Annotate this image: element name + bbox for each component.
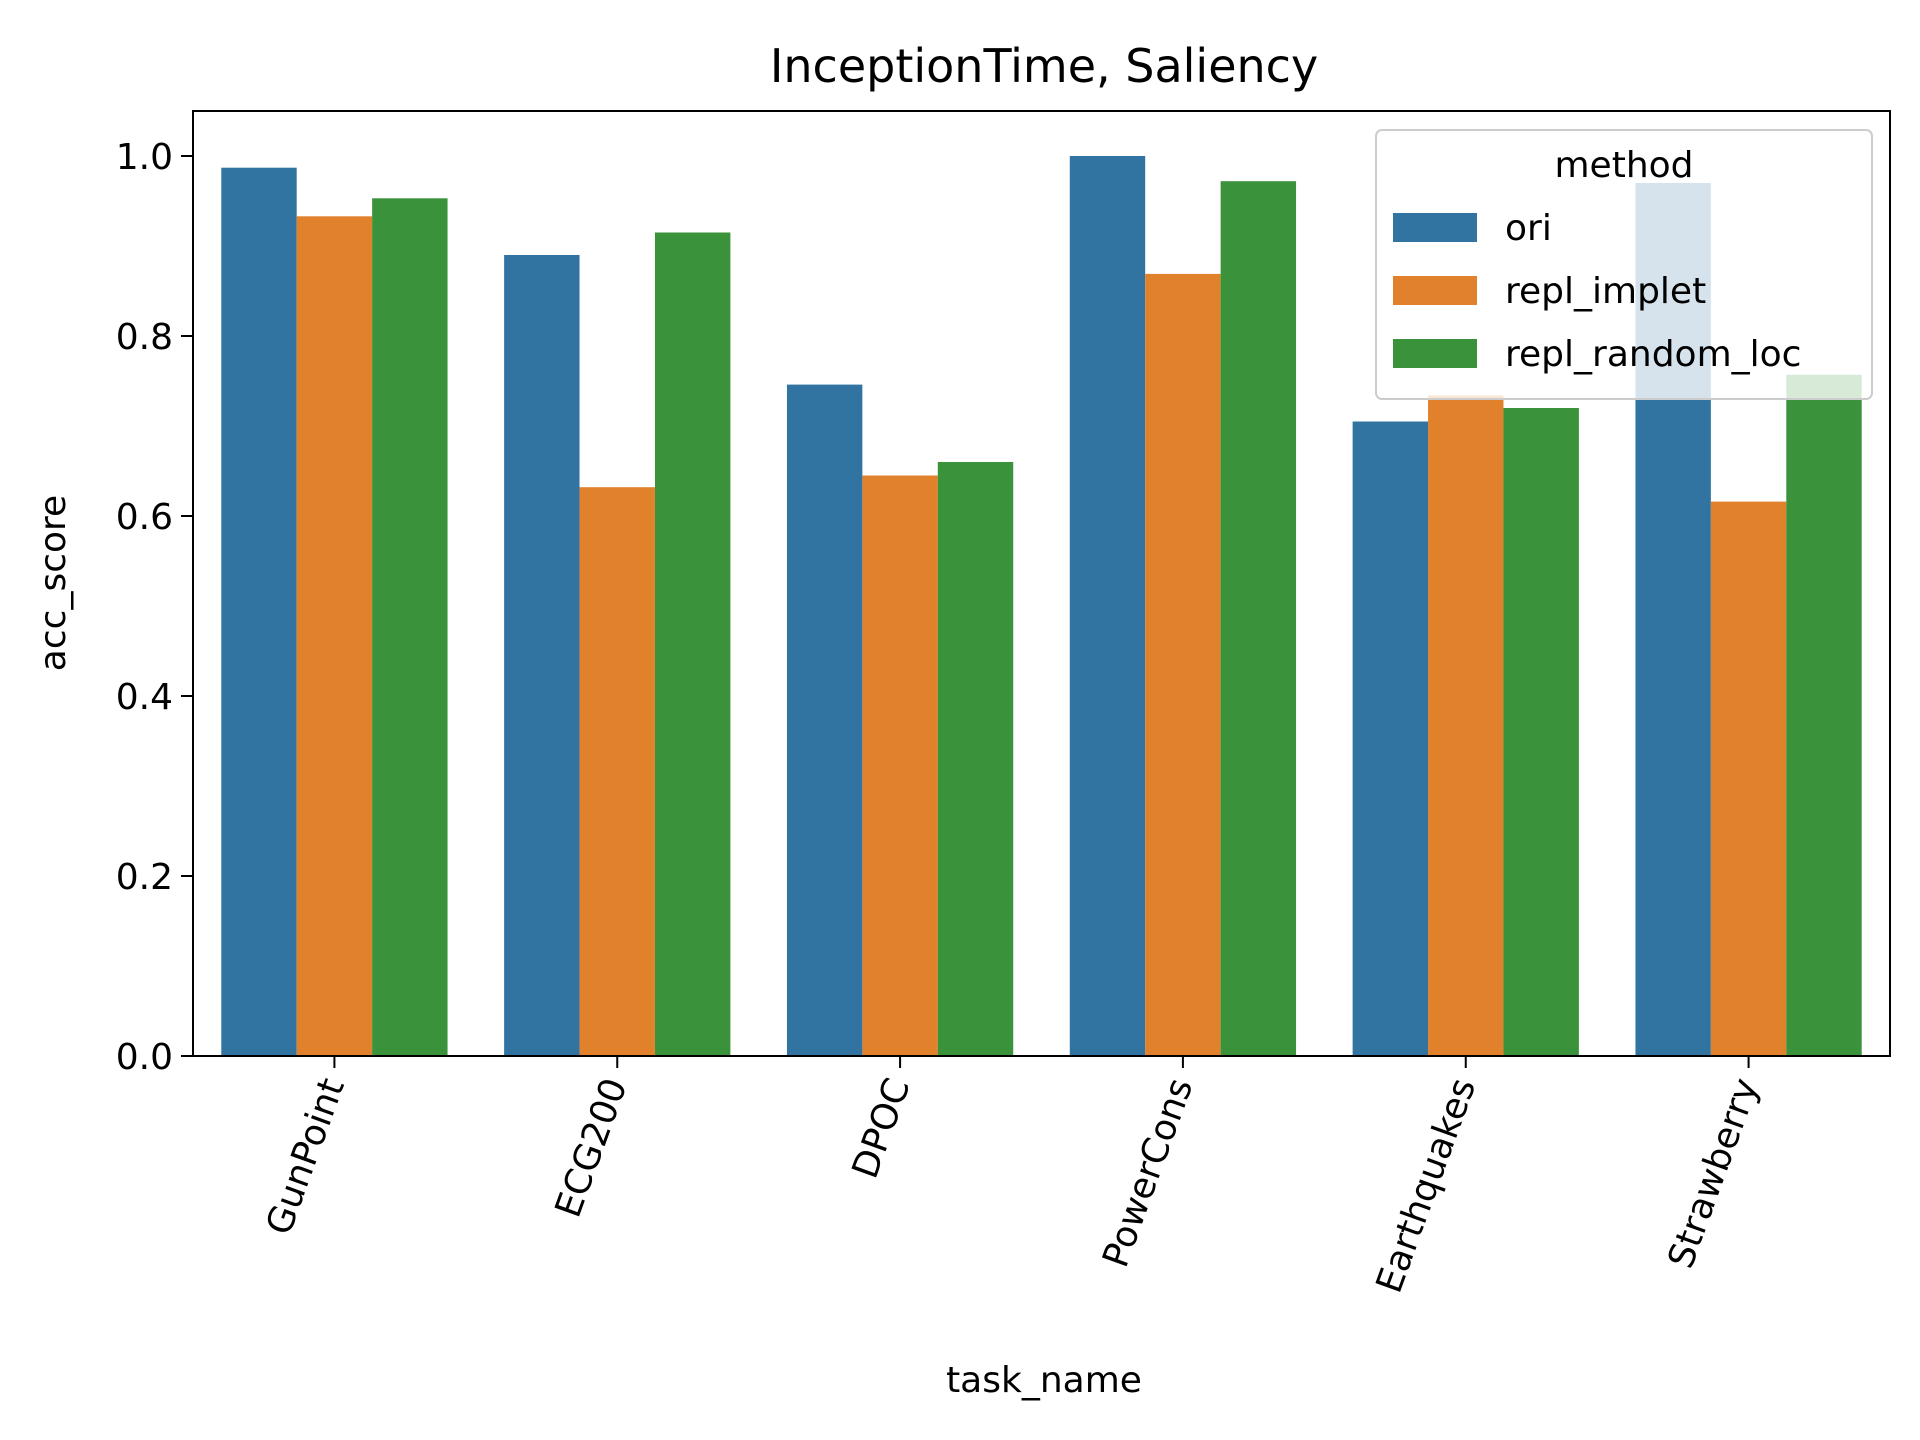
bar-ori-GunPoint [221, 167, 297, 1056]
legend-swatch-ori [1393, 213, 1477, 242]
bar-repl_random_loc-Strawberry [1786, 374, 1862, 1056]
legend-items: ori repl_implet repl_random_loc [1393, 208, 1801, 375]
bar-repl_random_loc-GunPoint [372, 198, 448, 1057]
bar-ori-ECG200 [504, 255, 580, 1056]
plot-frame [192, 110, 1891, 1057]
y-tick-label: 0.8 [116, 317, 173, 358]
legend-label-ori: ori [1505, 208, 1552, 249]
x-tick-label: GunPoint [259, 1073, 353, 1240]
legend-box [1375, 129, 1873, 400]
bar-repl_implet-Strawberry [1710, 501, 1787, 1057]
bar-repl_random_loc-Earthquakes [1503, 408, 1579, 1056]
y-axis-ticks: 0.0 0.2 0.4 0.6 0.8 1.0 [116, 137, 193, 1078]
legend-title: method [1554, 145, 1693, 186]
y-tick-label: 0.0 [116, 1037, 173, 1078]
bar-ori-PowerCons [1069, 156, 1146, 1056]
x-tick-label: PowerCons [1095, 1073, 1201, 1273]
y-tick-label: 0.4 [116, 677, 173, 718]
bar-ori-Earthquakes [1352, 421, 1429, 1056]
bars-group [221, 156, 1862, 1057]
y-axis-label: acc_score [33, 495, 74, 671]
x-axis-label: task_name [946, 1360, 1142, 1401]
bar-repl_random_loc-ECG200 [654, 232, 731, 1056]
y-tick-label: 0.2 [116, 857, 173, 898]
y-tick-label: 1.0 [116, 137, 173, 178]
bar-repl_random_loc-PowerCons [1220, 181, 1297, 1056]
bar-repl_implet-Earthquakes [1428, 395, 1504, 1056]
legend-swatch-repl_random_loc [1393, 339, 1477, 368]
x-axis-ticks: GunPoint ECG200 DPOC PowerCons Earthquakes St… [259, 1056, 1767, 1298]
x-tick-label: DPOC [845, 1073, 919, 1184]
legend-swatch-repl_implet [1393, 276, 1477, 305]
y-tick-label: 0.6 [116, 497, 173, 538]
x-tick-label: Strawberry [1661, 1073, 1767, 1274]
legend-label-repl_implet: repl_implet [1505, 271, 1706, 312]
bar-ori-DPOC [786, 384, 863, 1057]
x-tick-label: Earthquakes [1369, 1073, 1484, 1298]
bar-repl_implet-DPOC [862, 475, 938, 1056]
bar-repl_implet-GunPoint [296, 216, 373, 1057]
legend: method ori repl_implet repl_random_loc [1375, 129, 1873, 400]
bar-repl_random_loc-DPOC [937, 462, 1014, 1056]
chart-title: InceptionTime, Saliency [770, 39, 1318, 93]
bar-repl_implet-PowerCons [1145, 273, 1221, 1056]
legend-label-repl_random_loc: repl_random_loc [1505, 334, 1801, 375]
bar-repl_implet-ECG200 [579, 487, 655, 1056]
x-tick-label: ECG200 [548, 1073, 636, 1223]
